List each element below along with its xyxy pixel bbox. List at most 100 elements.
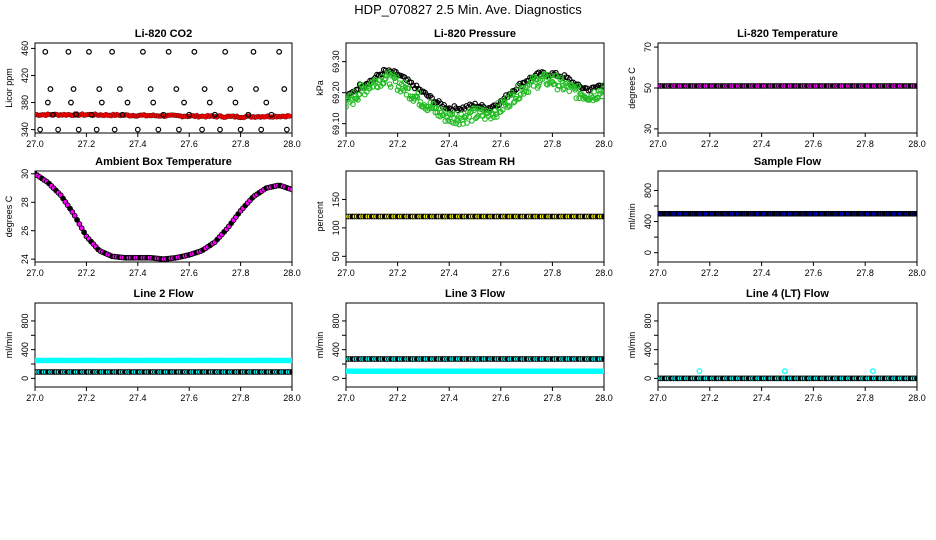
plot-frame: [345, 302, 605, 388]
data-point: [116, 86, 123, 92]
y-tick-label: 380: [20, 95, 30, 110]
x-tick-label: 27.8: [544, 139, 562, 149]
data-point: [488, 115, 494, 122]
y-tick-label: 50: [331, 251, 341, 261]
data-point: [222, 48, 229, 55]
data-point: [445, 117, 452, 124]
data-point: [268, 111, 275, 118]
chart-panel: Sample Flow 27.0 27.2 27.4 27.6 27.8 28.0 0 400 8…: [627, 156, 926, 278]
data-point: [414, 94, 421, 101]
data-point: [394, 87, 401, 93]
data-point: [96, 86, 103, 92]
data-point: [289, 369, 292, 375]
chart-panel: Li-820 Temperature 27.0 27.2 27.4 27.6 27.8 28…: [627, 28, 926, 149]
x-tick-label: 27.0: [26, 139, 44, 149]
x-tick-label: 28.0: [595, 393, 613, 403]
x-tick-label: 27.8: [544, 268, 562, 278]
plot-area: [35, 357, 292, 375]
y-tick-label: 30: [643, 124, 653, 134]
data-point: [232, 99, 239, 106]
chart-title: Line 4 (LT) Flow: [746, 288, 829, 300]
data-point: [456, 121, 462, 128]
data-point: [50, 111, 56, 118]
plot-area: [658, 83, 917, 89]
data-point: [109, 48, 115, 55]
data-point: [124, 99, 131, 106]
y-tick-label: 460: [20, 41, 30, 56]
data-point: [474, 114, 480, 121]
data-point: [191, 48, 198, 55]
x-tick-label: 27.6: [492, 268, 510, 278]
data-point: [870, 368, 876, 375]
data-point: [402, 84, 409, 91]
data-point: [68, 99, 74, 106]
data-point: [70, 86, 77, 92]
data-point: [98, 99, 105, 106]
data-point: [283, 126, 290, 133]
data-point: [591, 88, 597, 95]
data-point: [491, 107, 498, 114]
data-point: [541, 70, 548, 77]
y-tick-label: 28: [20, 197, 30, 207]
chart-title: Sample Flow: [754, 156, 822, 168]
y-tick-label: 150: [331, 192, 341, 207]
data-point: [575, 82, 582, 89]
series-line4-spikes: [696, 368, 876, 375]
y-axis-label: Licor ppm: [4, 68, 14, 108]
y-tick-label: 0: [20, 376, 30, 381]
y-tick-label: 400: [20, 342, 30, 357]
x-tick-label: 27.0: [337, 139, 355, 149]
y-tick-label: 69.20: [331, 81, 341, 104]
y-axis-label: ml/min: [627, 203, 637, 230]
data-point: [350, 101, 356, 108]
data-point: [782, 368, 788, 375]
y-axis-label: percent: [315, 201, 325, 232]
data-point: [503, 94, 510, 101]
data-point: [373, 83, 380, 90]
y-tick-label: 50: [643, 83, 653, 93]
x-tick-label: 27.8: [856, 268, 874, 278]
plot-frame: [34, 302, 293, 388]
data-point: [556, 83, 563, 90]
x-tick-label: 27.2: [701, 393, 719, 403]
x-tick-label: 28.0: [908, 393, 926, 403]
plot-area: [658, 368, 917, 382]
series-line4-black: [658, 375, 917, 382]
data-point: [914, 375, 917, 382]
data-point: [134, 126, 141, 133]
data-point: [245, 111, 252, 118]
data-point: [493, 114, 500, 120]
y-tick-label: 69.30: [331, 50, 341, 73]
y-tick-label: 30: [20, 169, 30, 179]
plot-area: [35, 171, 292, 262]
x-tick-label: 27.8: [232, 268, 250, 278]
chart-panel: Ambient Box Temperature 27.0 27.2 27.4 27.6 2…: [4, 156, 301, 278]
data-point: [276, 48, 283, 55]
data-point: [186, 111, 193, 118]
data-point: [472, 105, 478, 112]
y-tick-label: 800: [331, 313, 341, 328]
y-tick-label: 24: [20, 254, 30, 264]
x-tick-label: 27.8: [856, 139, 874, 149]
data-point: [160, 111, 167, 118]
x-tick-label: 28.0: [283, 393, 301, 403]
chart-panel: Gas Stream RH 27.0 27.2 27.4 27.6 27.8 28.0 50 1…: [315, 156, 613, 278]
series-line3-black: [346, 356, 604, 362]
data-point: [281, 86, 288, 92]
series-line2-cyan: [35, 357, 292, 364]
data-point: [553, 73, 560, 79]
y-axis-label: ml/min: [627, 332, 637, 359]
chart-title: Gas Stream RH: [435, 156, 515, 168]
chart-panel: Li-820 CO2 27.0 27.2 27.4 27.6 27.8 28.0 340 380…: [4, 28, 301, 149]
data-point: [250, 48, 257, 55]
data-point: [393, 74, 400, 80]
data-point: [374, 84, 381, 91]
x-tick-label: 27.0: [26, 268, 44, 278]
y-tick-label: 69.10: [331, 112, 341, 135]
data-point: [263, 99, 270, 106]
y-axis-label: kPa: [315, 80, 325, 96]
x-tick-label: 27.6: [492, 139, 510, 149]
series-line2-black: [35, 369, 292, 375]
data-point: [346, 103, 349, 110]
data-point: [387, 84, 394, 90]
